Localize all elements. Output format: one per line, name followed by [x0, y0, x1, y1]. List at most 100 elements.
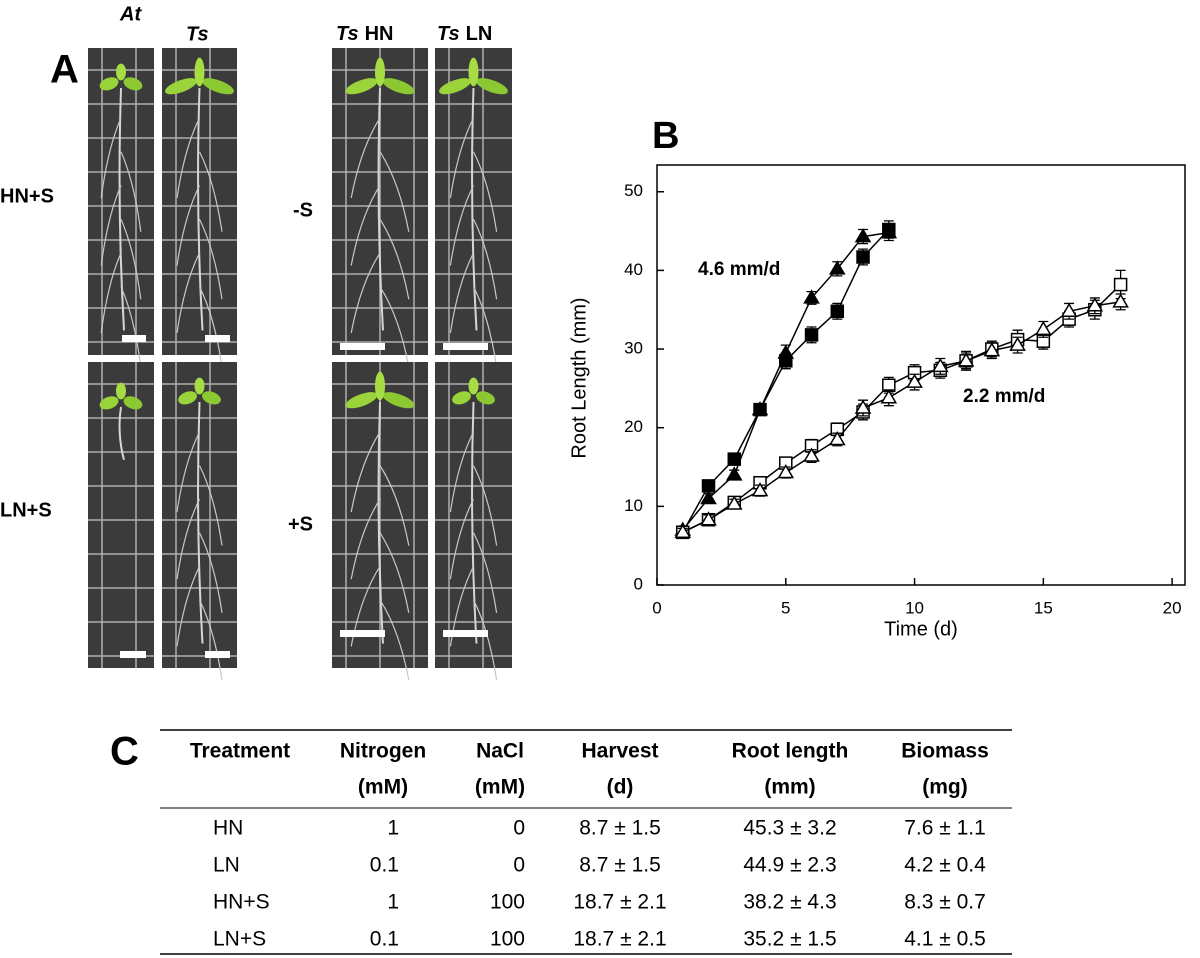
- column-header: Nitrogen: [340, 740, 426, 763]
- lateral-root: [449, 252, 475, 334]
- table-cell: 8.3 ± 0.7: [904, 891, 986, 914]
- marker: [854, 228, 872, 243]
- annotation: 4.6 mm/d: [698, 259, 780, 280]
- lateral-root: [120, 218, 142, 300]
- leaf: [375, 371, 385, 401]
- lateral-root: [176, 498, 201, 580]
- marker: [932, 357, 949, 373]
- column-header: Biomass: [901, 740, 989, 763]
- table-cell: 1: [387, 891, 399, 914]
- lateral-root: [379, 465, 410, 546]
- lateral-root: [198, 151, 223, 232]
- lateral-root: [350, 431, 381, 513]
- leaf: [345, 78, 378, 95]
- marker: [957, 352, 975, 367]
- table-cell: 44.9 ± 2.3: [743, 854, 836, 877]
- panel-label: B: [652, 115, 679, 157]
- lateral-root: [176, 566, 201, 647]
- column-header: (mM): [358, 776, 408, 799]
- leaf: [439, 78, 471, 95]
- table-cell: 4.1 ± 0.5: [904, 928, 986, 951]
- y-tick-label: 0: [634, 574, 643, 593]
- marker: [777, 344, 795, 359]
- column-header: Ts HN: [336, 23, 394, 45]
- species: Ts: [336, 23, 359, 45]
- marker: [828, 260, 846, 275]
- lateral-root: [350, 185, 381, 266]
- marker: [854, 399, 872, 414]
- lateral-root: [198, 599, 223, 681]
- lateral-root: [100, 185, 122, 266]
- column-header: Ts LN: [437, 23, 492, 45]
- lateral-root: [100, 252, 122, 334]
- lateral-root: [379, 218, 410, 300]
- leaf: [194, 57, 205, 87]
- table-cell: 100: [490, 928, 525, 951]
- lateral-root: [176, 185, 201, 266]
- scale-bar: [340, 343, 385, 350]
- marker: [751, 401, 769, 416]
- column-header: At: [119, 3, 142, 25]
- photo: [332, 48, 428, 367]
- marker: [700, 511, 717, 526]
- lateral-root: [198, 532, 223, 613]
- condition: LN: [466, 23, 493, 45]
- photo: [435, 362, 512, 681]
- lateral-root: [379, 599, 410, 681]
- marker: [1086, 297, 1104, 312]
- lateral-root: [472, 465, 498, 546]
- table-cell: 4.2 ± 0.4: [904, 854, 986, 877]
- table-cell: 18.7 ± 2.1: [573, 891, 666, 914]
- marker: [906, 373, 923, 388]
- marker: [983, 342, 1001, 357]
- plot-frame: [656, 164, 1186, 586]
- leaf: [345, 392, 378, 409]
- lateral-root: [449, 117, 475, 199]
- table-cell: 38.2 ± 4.3: [743, 891, 836, 914]
- table-cell: 18.7 ± 2.1: [573, 928, 666, 951]
- root: [197, 87, 204, 331]
- leaf: [99, 77, 119, 91]
- x-tick-label: 5: [781, 598, 790, 617]
- column-header: (mm): [764, 776, 815, 799]
- table-cell: LN+S: [213, 928, 266, 951]
- leaf: [382, 392, 415, 409]
- x-tick-label: 20: [1163, 598, 1182, 617]
- photo: [88, 48, 154, 367]
- annotation: 2.2 mm/d: [963, 386, 1045, 407]
- table-cell: 8.7 ± 1.5: [579, 854, 661, 877]
- scale-bar: [205, 651, 230, 658]
- condition: HN: [365, 23, 394, 45]
- leaf: [202, 391, 221, 405]
- lateral-root: [449, 498, 475, 580]
- y-tick-label: 20: [624, 417, 643, 436]
- scale-bar: [443, 343, 488, 350]
- leaf: [116, 382, 126, 400]
- y-tick-label: 10: [624, 496, 643, 515]
- leaf: [468, 57, 479, 87]
- leaf: [178, 391, 197, 405]
- marker: [804, 328, 819, 342]
- root: [197, 401, 204, 644]
- lateral-root: [472, 218, 498, 300]
- leaf: [375, 57, 385, 87]
- series-line: [682, 301, 1121, 533]
- marker: [725, 495, 743, 510]
- table-cell: 0: [513, 854, 525, 877]
- lateral-root: [176, 117, 201, 199]
- lateral-root: [379, 151, 410, 232]
- root: [471, 401, 478, 644]
- panel-label: A: [50, 48, 79, 92]
- scale-bar: [120, 651, 146, 658]
- column-header: Treatment: [190, 740, 290, 763]
- table-cell: 100: [490, 891, 525, 914]
- photo: [332, 362, 428, 681]
- marker: [777, 464, 795, 479]
- marker: [880, 224, 898, 239]
- scale-bar: [443, 630, 488, 637]
- root: [118, 406, 125, 461]
- photo: [435, 48, 512, 367]
- marker: [1113, 277, 1128, 292]
- marker: [725, 466, 743, 481]
